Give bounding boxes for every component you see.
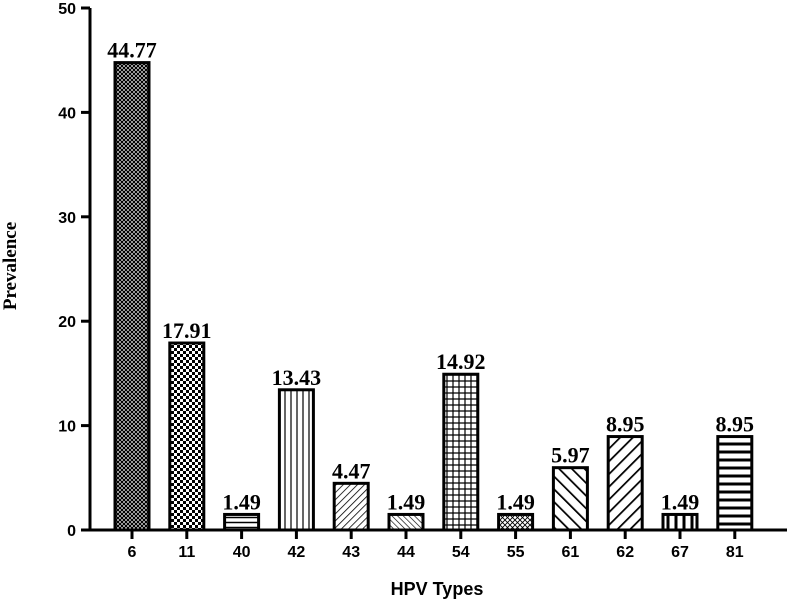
x-axis: 6 11 40 42 43 44 54 55 61 62 67 81 — [88, 528, 787, 561]
data-label-62: 8.95 — [606, 412, 645, 437]
bar-42 — [277, 388, 315, 532]
x-tick-label-43: 43 — [342, 544, 360, 561]
data-label-6: 44.77 — [107, 38, 157, 63]
y-tick-label: 30 — [58, 210, 76, 227]
bar-67 — [661, 512, 699, 532]
x-tick-label-62: 62 — [616, 544, 634, 561]
x-tick-label-42: 42 — [288, 544, 306, 561]
x-tick-label-61: 61 — [562, 544, 580, 561]
data-label-44: 1.49 — [387, 489, 426, 514]
x-axis-title: HPV Types — [391, 579, 484, 599]
data-label-55: 1.49 — [496, 489, 535, 514]
data-labels: 44.77 17.91 1.49 13.43 4.47 1.49 14.92 1.49 5.97… — [107, 38, 754, 515]
bar-6 — [113, 61, 151, 532]
y-axis: 0 10 20 30 40 50 — [58, 1, 92, 540]
bar-44 — [387, 512, 425, 532]
y-tick-label: 10 — [58, 419, 76, 436]
data-label-40: 1.49 — [222, 489, 261, 514]
data-label-61: 5.97 — [551, 443, 590, 468]
bar-43 — [332, 481, 370, 532]
x-tick-label-44: 44 — [397, 544, 415, 561]
bars — [113, 61, 754, 532]
y-tick-label: 0 — [67, 523, 76, 540]
bar-55 — [497, 512, 535, 532]
data-label-11: 17.91 — [162, 318, 212, 343]
bar-54 — [442, 372, 480, 532]
bar-81 — [716, 435, 754, 532]
x-tick-label-40: 40 — [233, 544, 251, 561]
x-tick-label-11: 11 — [178, 544, 195, 561]
data-label-67: 1.49 — [661, 489, 700, 514]
y-tick-label: 40 — [58, 105, 76, 122]
y-tick-label: 20 — [58, 314, 76, 331]
data-label-43: 4.47 — [332, 458, 371, 483]
x-tick-label-81: 81 — [726, 544, 744, 561]
data-label-81: 8.95 — [716, 412, 755, 437]
data-label-42: 13.43 — [272, 365, 322, 390]
y-tick-label: 50 — [58, 1, 76, 18]
y-axis-title: Prevalence — [0, 222, 21, 310]
x-tick-label-6: 6 — [128, 544, 137, 561]
x-tick-label-67: 67 — [671, 544, 689, 561]
data-label-54: 14.92 — [436, 349, 486, 374]
bar-62 — [606, 435, 644, 532]
bar-40 — [223, 512, 261, 532]
x-tick-label-55: 55 — [507, 544, 525, 561]
x-tick-label-54: 54 — [452, 544, 470, 561]
bar-11 — [168, 341, 206, 532]
bar-61 — [551, 466, 589, 532]
